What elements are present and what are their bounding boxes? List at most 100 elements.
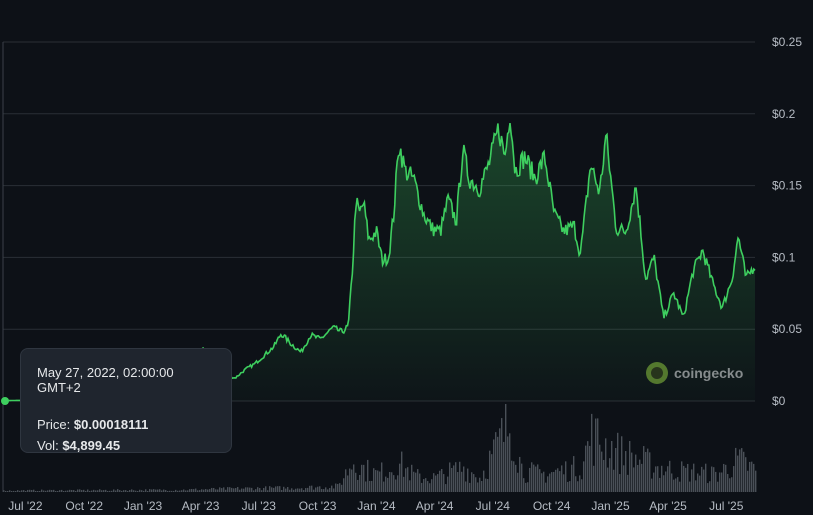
x-tick-label: Oct '24 bbox=[533, 499, 571, 513]
volume-bar bbox=[429, 483, 431, 492]
volume-bar bbox=[623, 465, 625, 492]
volume-bar bbox=[339, 483, 341, 492]
volume-bar bbox=[221, 488, 223, 492]
volume-bar bbox=[505, 404, 507, 492]
y-tick-label: $0.1 bbox=[772, 250, 796, 264]
volume-bar bbox=[419, 473, 421, 492]
volume-bar bbox=[305, 488, 307, 492]
volume-bar bbox=[559, 471, 561, 492]
volume-bar bbox=[231, 487, 233, 492]
volume-bar bbox=[161, 490, 163, 492]
volume-bar bbox=[595, 418, 597, 492]
y-tick-label: $0 bbox=[772, 394, 786, 408]
volume-bar bbox=[95, 490, 97, 492]
volume-bar bbox=[43, 490, 45, 492]
volume-bar bbox=[201, 489, 203, 492]
volume-bar bbox=[145, 489, 147, 492]
x-tick-label: Jan '25 bbox=[591, 499, 630, 513]
volume-bar bbox=[213, 487, 215, 492]
volume-bar bbox=[241, 488, 243, 492]
volume-bar bbox=[581, 479, 583, 492]
volume-bar bbox=[245, 487, 247, 492]
volume-bar bbox=[593, 465, 595, 492]
volume-bar bbox=[217, 489, 219, 492]
volume-bar bbox=[51, 490, 53, 492]
volume-bar bbox=[469, 482, 471, 492]
volume-bar bbox=[133, 490, 135, 492]
volume-bar bbox=[551, 472, 553, 492]
volume-bar bbox=[347, 475, 349, 492]
volume-bar bbox=[509, 433, 511, 492]
volume-bar bbox=[751, 461, 753, 492]
volume-bar bbox=[27, 489, 29, 492]
volume-bar bbox=[401, 451, 403, 492]
volume-bar bbox=[207, 489, 209, 492]
volume-bar bbox=[333, 488, 335, 492]
volume-bar bbox=[431, 479, 433, 492]
volume-bar bbox=[119, 490, 121, 492]
tooltip-vol-label: Vol: bbox=[37, 438, 59, 453]
volume-bar bbox=[377, 470, 379, 492]
volume-bar bbox=[451, 467, 453, 492]
volume-bar bbox=[567, 481, 569, 492]
volume-bar bbox=[753, 463, 755, 492]
volume-bar bbox=[101, 490, 103, 492]
volume-bar bbox=[281, 489, 283, 492]
volume-bar bbox=[701, 466, 703, 492]
volume-bar bbox=[663, 475, 665, 492]
volume-bar bbox=[715, 471, 717, 492]
x-tick-label: Jul '25 bbox=[709, 499, 744, 513]
volume-bar bbox=[633, 467, 635, 492]
volume-bar bbox=[135, 490, 137, 492]
volume-bar bbox=[465, 481, 467, 492]
volume-bar bbox=[459, 461, 461, 492]
volume-bar bbox=[365, 481, 367, 492]
volume-bar bbox=[661, 465, 663, 492]
volume-bar bbox=[693, 463, 695, 492]
volume-bar bbox=[47, 490, 49, 492]
volume-bar bbox=[239, 489, 241, 492]
volume-bar bbox=[511, 460, 513, 492]
volume-bar bbox=[155, 489, 157, 492]
volume-bar bbox=[655, 466, 657, 492]
volume-bar bbox=[397, 475, 399, 492]
volume-bar bbox=[271, 487, 273, 492]
volume-bar bbox=[671, 473, 673, 492]
volume-bar bbox=[475, 477, 477, 492]
volume-bar bbox=[403, 476, 405, 492]
volume-bar bbox=[561, 465, 563, 492]
volume-bar bbox=[283, 486, 285, 492]
volume-bar bbox=[617, 432, 619, 492]
volume-bar bbox=[13, 490, 15, 492]
volume-bar bbox=[123, 490, 125, 492]
volume-bar bbox=[163, 489, 165, 492]
volume-bar bbox=[669, 460, 671, 492]
volume-bar bbox=[711, 466, 713, 492]
volume-bar bbox=[285, 488, 287, 492]
volume-bar bbox=[697, 473, 699, 492]
volume-bar bbox=[513, 461, 515, 492]
volume-bar bbox=[421, 482, 423, 492]
volume-bar bbox=[437, 474, 439, 492]
volume-bar bbox=[627, 474, 629, 492]
volume-bar bbox=[729, 478, 731, 492]
volume-bar bbox=[183, 489, 185, 492]
volume-bar bbox=[731, 477, 733, 492]
volume-bar bbox=[639, 459, 641, 492]
volume-bar bbox=[159, 489, 161, 492]
volume-bar bbox=[215, 489, 217, 492]
volume-bar bbox=[173, 490, 175, 492]
volume-bar bbox=[189, 489, 191, 492]
volume-bar bbox=[251, 487, 253, 492]
volume-bar bbox=[177, 490, 179, 492]
volume-bar bbox=[273, 487, 275, 492]
volume-bar bbox=[571, 464, 573, 492]
volume-bar bbox=[649, 452, 651, 492]
volume-bar bbox=[67, 490, 69, 492]
gecko-logo-icon bbox=[646, 362, 668, 384]
volume-bar bbox=[93, 489, 95, 492]
volume-bar bbox=[291, 488, 293, 492]
volume-bar bbox=[111, 490, 113, 492]
volume-bar bbox=[349, 468, 351, 492]
volume-bar bbox=[309, 485, 311, 492]
